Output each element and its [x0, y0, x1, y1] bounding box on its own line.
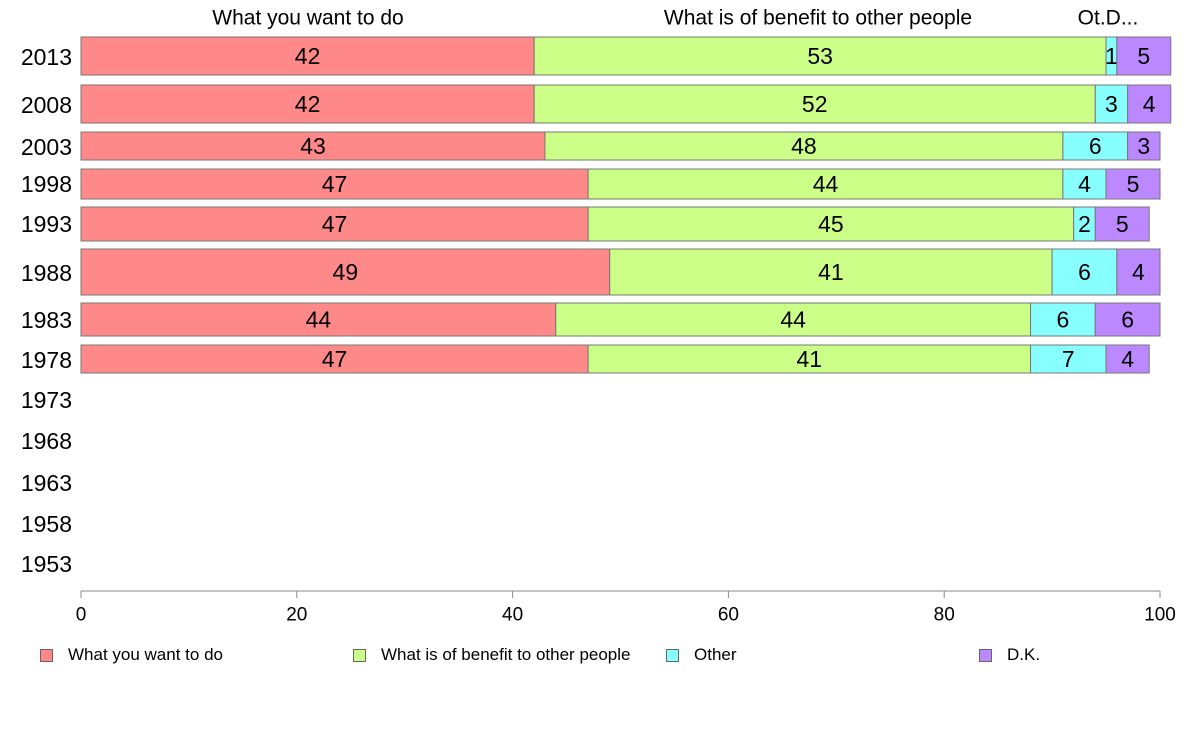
bar-value-label: 1	[1105, 43, 1118, 69]
bar-segment	[609, 248, 1053, 296]
legend-label-dk: D.K.	[1007, 645, 1041, 664]
bar-value-label: 5	[1127, 171, 1140, 197]
bar-value-label: 5	[1116, 211, 1129, 237]
bar-value-label: 5	[1137, 43, 1150, 69]
legend-item-benefit: What is of benefit to other people	[353, 644, 631, 666]
bar-value-label: 47	[322, 171, 348, 197]
bar-value-label: 42	[295, 43, 321, 69]
legend-swatch-want	[40, 648, 53, 662]
bar-value-label: 4	[1132, 259, 1145, 285]
bar-value-label: 6	[1121, 307, 1134, 333]
bar-value-label: 47	[322, 211, 348, 237]
legend-swatch-benefit	[353, 648, 366, 662]
bar-value-label: 49	[333, 259, 359, 285]
bar-segment	[80, 302, 557, 337]
bar-segment	[555, 302, 1032, 337]
bar-value-label: 6	[1056, 307, 1069, 333]
year-label: 1968	[21, 428, 72, 454]
bar-segment	[80, 36, 535, 76]
bar-value-label: 48	[791, 133, 817, 159]
bar-segment	[1116, 36, 1172, 76]
bar-value-label: 45	[818, 211, 844, 237]
bar-value-label: 3	[1105, 91, 1118, 117]
legend-item-want: What you want to do	[40, 644, 223, 666]
bar-segment	[1062, 131, 1129, 161]
bar-segment	[80, 131, 546, 161]
year-label: 1963	[21, 470, 72, 496]
year-label: 1973	[21, 387, 72, 413]
year-label: 1978	[21, 347, 72, 373]
legend-label-other: Other	[694, 645, 737, 664]
bar-segment	[533, 36, 1107, 76]
bar-segment	[1062, 168, 1107, 200]
bar-segment	[1105, 344, 1150, 374]
bar-value-label: 3	[1137, 133, 1150, 159]
x-tick-label: 60	[718, 605, 739, 626]
bar-value-label: 4	[1143, 91, 1156, 117]
bar-value-label: 6	[1089, 133, 1102, 159]
legend-swatch-other	[666, 648, 679, 662]
bar-segment	[533, 84, 1096, 124]
bar-segment	[80, 344, 589, 374]
x-tick-label: 100	[1144, 605, 1176, 626]
column-header: What is of benefit to other people	[664, 7, 972, 30]
bar-segment	[1094, 302, 1161, 337]
bar-value-label: 41	[818, 259, 844, 285]
bar-segment	[587, 168, 1064, 200]
bar-value-label: 4	[1078, 171, 1091, 197]
bar-value-label: 42	[295, 91, 321, 117]
column-header: What you want to do	[212, 7, 403, 30]
legend-item-dk: D.K.	[979, 644, 1040, 666]
bar-segment	[80, 248, 611, 296]
bar-segment	[1127, 131, 1161, 161]
bar-value-label: 44	[780, 307, 806, 333]
bar-segment	[1030, 344, 1107, 374]
year-label: 1988	[21, 260, 72, 286]
bar-value-label: 41	[797, 346, 823, 372]
bar-value-label: 2	[1078, 211, 1091, 237]
legend-swatch-dk	[979, 648, 992, 662]
bar-value-label: 52	[802, 91, 828, 117]
bar-value-label: 47	[322, 346, 348, 372]
legend-label-want: What you want to do	[68, 645, 223, 664]
bar-value-label: 6	[1078, 259, 1091, 285]
column-header: Ot.D...	[1078, 7, 1139, 30]
bar-segment	[544, 131, 1064, 161]
year-label: 2003	[21, 134, 72, 160]
x-tick-label: 0	[76, 605, 87, 626]
year-label: 1993	[21, 211, 72, 237]
bar-segment	[1116, 248, 1161, 296]
bar-segment	[1030, 302, 1096, 337]
bar-segment	[80, 168, 589, 200]
year-label: 1983	[21, 307, 72, 333]
bar-value-label: 44	[306, 307, 332, 333]
year-label: 1953	[21, 551, 72, 577]
year-label: 1998	[21, 171, 72, 197]
x-tick-label: 80	[934, 605, 955, 626]
legend-item-other: Other	[666, 644, 737, 666]
bar-segment	[1094, 206, 1150, 242]
year-label: 1958	[21, 511, 72, 537]
bar-value-label: 4	[1121, 346, 1134, 372]
bar-segment	[1094, 84, 1129, 124]
year-label: 2008	[21, 92, 72, 118]
x-tick-label: 40	[502, 605, 523, 626]
legend-label-benefit: What is of benefit to other people	[381, 645, 631, 664]
bar-value-label: 53	[807, 43, 833, 69]
x-tick-label: 20	[286, 605, 307, 626]
bar-segment	[1105, 168, 1161, 200]
bar-value-label: 44	[813, 171, 839, 197]
bar-segment	[1127, 84, 1172, 124]
bar-value-label: 7	[1062, 346, 1075, 372]
bar-value-label: 43	[300, 133, 326, 159]
bar-segment	[587, 344, 1032, 374]
legend: What you want to do What is of benefit t…	[0, 644, 1188, 668]
year-label: 2013	[21, 44, 72, 70]
